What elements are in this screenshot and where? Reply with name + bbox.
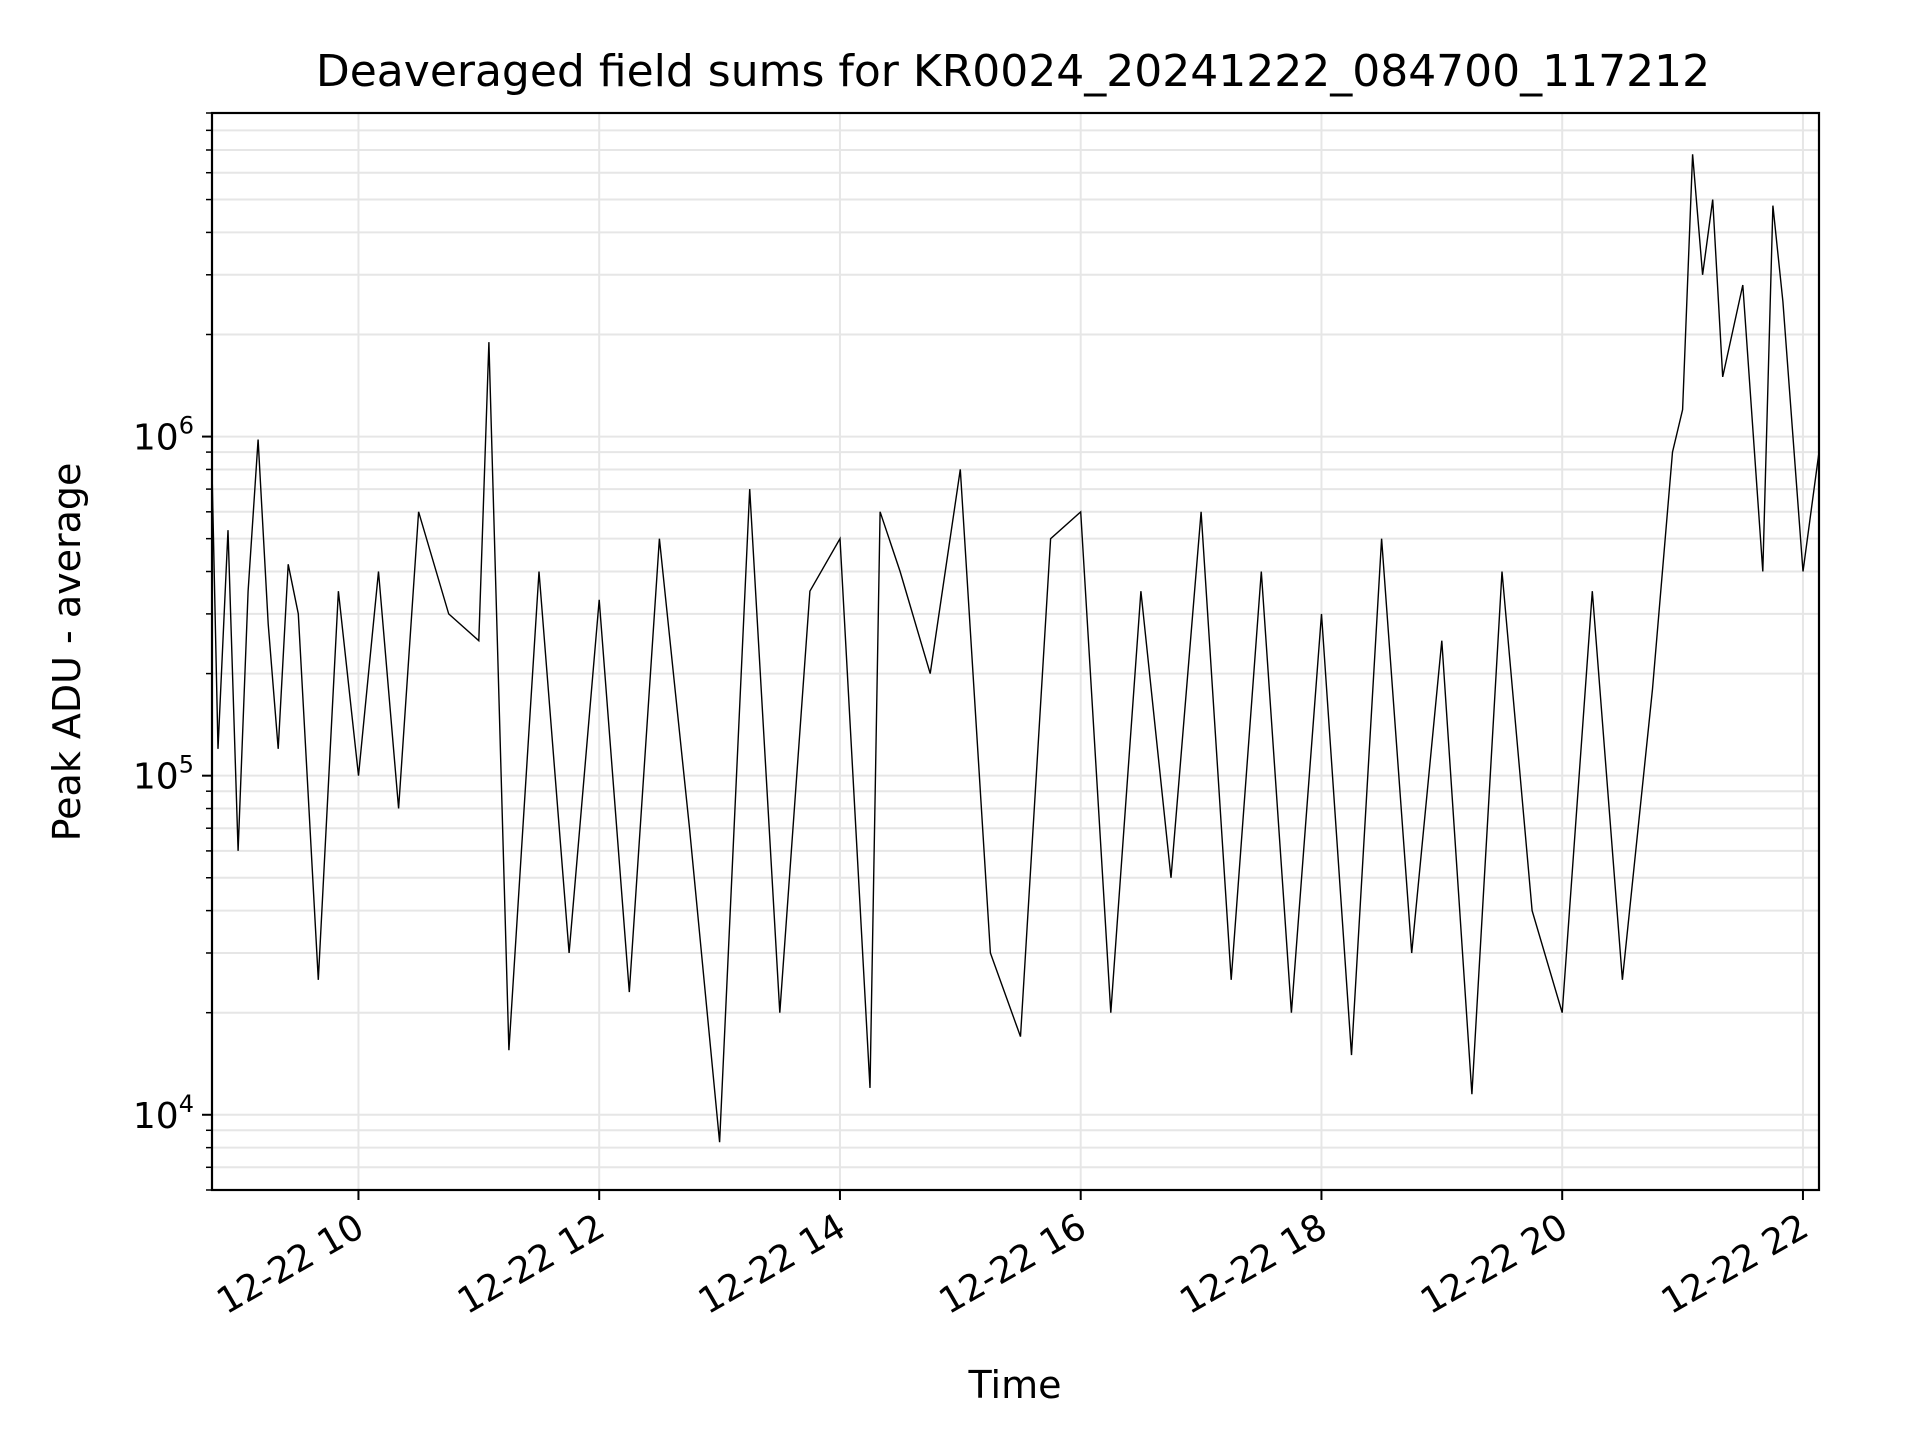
x-tick-label: 12-22 16 bbox=[933, 1206, 1094, 1322]
series-line bbox=[211, 154, 1820, 1143]
y-tick-label: 104 bbox=[133, 1090, 194, 1137]
plot-frame bbox=[210, 111, 1821, 1192]
x-tick-label: 12-22 10 bbox=[210, 1206, 371, 1322]
x-tick-label: 12-22 20 bbox=[1414, 1206, 1575, 1322]
x-axis-label: Time bbox=[968, 1363, 1062, 1407]
y-tick-label: 105 bbox=[133, 751, 194, 798]
x-tick-label: 12-22 12 bbox=[451, 1206, 612, 1322]
y-axis-label: Peak ADU - average bbox=[45, 463, 89, 842]
y-axis-ticks: 104 105 106 bbox=[133, 112, 212, 1191]
chart-title: Deaveraged field sums for KR0024_2024122… bbox=[316, 46, 1710, 97]
x-tick-label: 12-22 18 bbox=[1173, 1206, 1334, 1322]
x-tick-label: 12-22 22 bbox=[1655, 1206, 1816, 1322]
grid bbox=[212, 112, 1819, 1191]
y-tick-label: 106 bbox=[133, 412, 194, 459]
series-layer bbox=[211, 154, 1820, 1143]
x-axis-ticks: 12-22 10 12-22 12 12-22 14 12-22 16 12-22 18… bbox=[210, 1190, 1815, 1323]
x-tick-label: 12-22 14 bbox=[692, 1206, 853, 1322]
